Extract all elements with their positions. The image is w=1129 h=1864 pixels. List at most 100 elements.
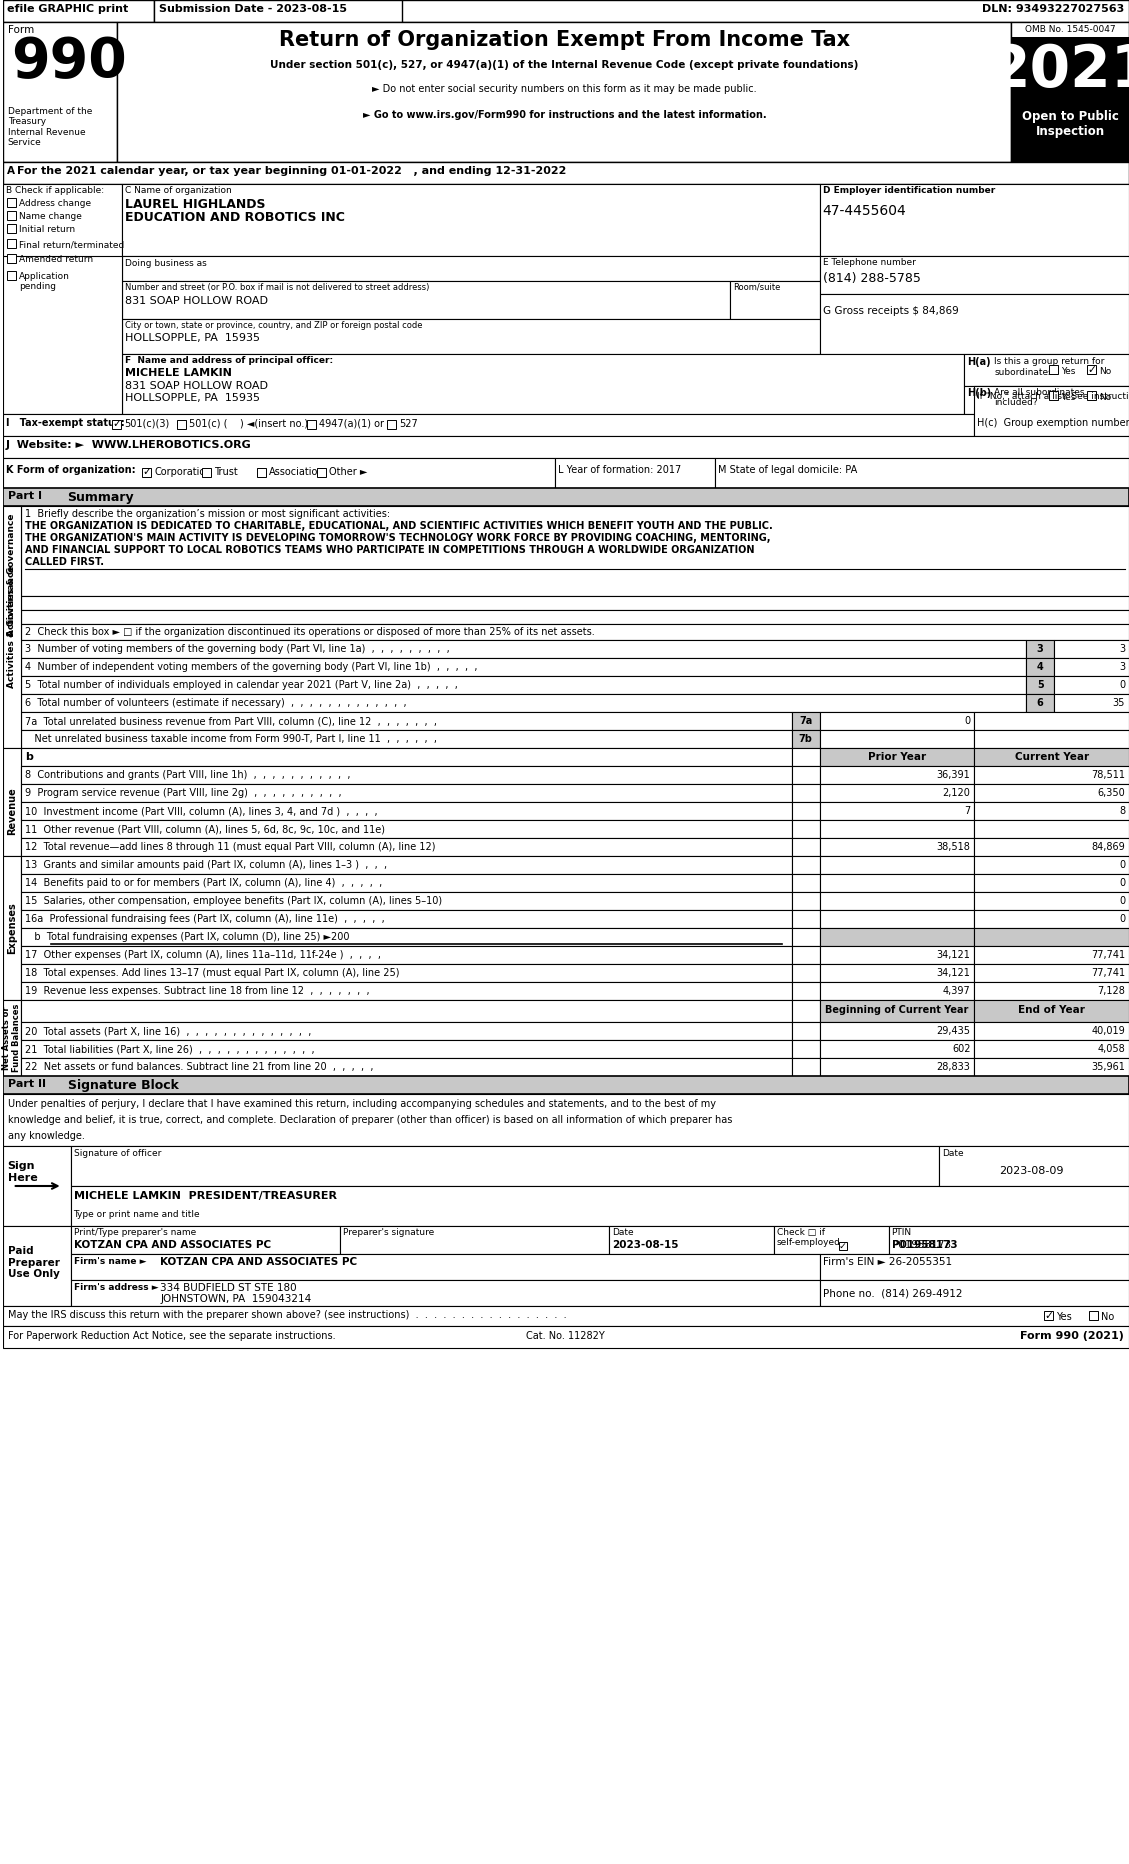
Text: Net Assets or
Fund Balances: Net Assets or Fund Balances bbox=[2, 1005, 21, 1072]
Bar bbox=[820, 185, 1129, 255]
Text: EDUCATION AND ROBOTICS INC: EDUCATION AND ROBOTICS INC bbox=[125, 211, 345, 224]
Bar bbox=[974, 747, 1129, 766]
Text: Firm's EIN ► 26-2055351: Firm's EIN ► 26-2055351 bbox=[823, 1256, 952, 1268]
Text: 21  Total liabilities (Part X, line 26)  ,  ,  ,  ,  ,  ,  ,  ,  ,  ,  ,  ,  ,: 21 Total liabilities (Part X, line 26) ,… bbox=[25, 1044, 314, 1053]
Text: 3: 3 bbox=[1119, 662, 1124, 673]
Bar bbox=[2, 747, 20, 856]
Text: 3  Number of voting members of the governing body (Part VI, line 1a)  ,  ,  ,  ,: 3 Number of voting members of the govern… bbox=[25, 643, 449, 654]
Bar bbox=[974, 947, 1129, 964]
Bar bbox=[791, 964, 820, 982]
Text: Signature of officer: Signature of officer bbox=[73, 1148, 161, 1158]
Text: 7b: 7b bbox=[799, 734, 813, 744]
Bar bbox=[974, 1040, 1129, 1059]
Bar bbox=[1026, 658, 1054, 677]
Text: Name change: Name change bbox=[19, 212, 81, 222]
Text: 15  Salaries, other compensation, employee benefits (Part IX, column (A), lines : 15 Salaries, other compensation, employe… bbox=[25, 897, 441, 906]
Text: any knowledge.: any knowledge. bbox=[8, 1131, 85, 1141]
Bar bbox=[122, 281, 730, 319]
Text: 2021: 2021 bbox=[989, 43, 1129, 99]
Bar bbox=[7, 239, 16, 248]
Bar bbox=[117, 22, 1012, 162]
Text: Number and street (or P.O. box if mail is not delivered to street address): Number and street (or P.O. box if mail i… bbox=[125, 283, 430, 293]
Bar bbox=[202, 468, 211, 477]
Text: Current Year: Current Year bbox=[1015, 751, 1088, 762]
Text: Association: Association bbox=[269, 468, 325, 477]
Text: Paid
Preparer
Use Only: Paid Preparer Use Only bbox=[8, 1245, 60, 1279]
Bar bbox=[1054, 658, 1129, 677]
Bar bbox=[20, 928, 791, 947]
Text: Doing business as: Doing business as bbox=[125, 259, 208, 268]
Text: CALLED FIRST.: CALLED FIRST. bbox=[25, 557, 104, 567]
Text: May the IRS discuss this return with the preparer shown above? (see instructions: May the IRS discuss this return with the… bbox=[8, 1310, 567, 1320]
Text: 4,397: 4,397 bbox=[943, 986, 971, 995]
Bar bbox=[2, 488, 1129, 505]
Bar bbox=[70, 1281, 820, 1307]
Text: A: A bbox=[7, 166, 15, 175]
Text: I   Tax-exempt status:: I Tax-exempt status: bbox=[6, 418, 124, 429]
Bar bbox=[70, 1186, 1129, 1227]
Bar bbox=[2, 22, 117, 162]
Text: 35,961: 35,961 bbox=[1091, 1062, 1124, 1072]
Text: 990: 990 bbox=[10, 35, 126, 89]
Bar bbox=[2, 255, 122, 414]
Bar bbox=[155, 0, 402, 22]
Text: ✓: ✓ bbox=[1087, 365, 1096, 375]
Bar bbox=[791, 982, 820, 999]
Text: ► Go to www.irs.gov/Form990 for instructions and the latest information.: ► Go to www.irs.gov/Form990 for instruct… bbox=[362, 110, 767, 119]
Text: 3: 3 bbox=[1036, 643, 1043, 654]
Text: Firm's name ►: Firm's name ► bbox=[73, 1256, 146, 1266]
Text: Yes: Yes bbox=[1061, 393, 1076, 403]
Bar bbox=[20, 505, 1129, 596]
Text: 527: 527 bbox=[399, 419, 418, 429]
Text: 0: 0 bbox=[1119, 859, 1124, 870]
Bar bbox=[820, 947, 974, 964]
Text: 34,121: 34,121 bbox=[937, 967, 971, 979]
Text: B Check if applicable:: B Check if applicable: bbox=[6, 186, 104, 196]
Bar bbox=[7, 211, 16, 220]
Text: 77,741: 77,741 bbox=[1091, 967, 1124, 979]
Text: 2023-08-09: 2023-08-09 bbox=[999, 1167, 1064, 1176]
Text: Date: Date bbox=[943, 1148, 964, 1158]
Bar bbox=[70, 1254, 820, 1281]
Text: 1  Briefly describe the organization’s mission or most significant activities:: 1 Briefly describe the organization’s mi… bbox=[25, 509, 390, 518]
Text: M State of legal domicile: PA: M State of legal domicile: PA bbox=[718, 464, 857, 475]
Bar bbox=[791, 802, 820, 820]
Text: L Year of formation: 2017: L Year of formation: 2017 bbox=[559, 464, 682, 475]
Text: THE ORGANIZATION IS DEDICATED TO CHARITABLE, EDUCATIONAL, AND SCIENTIFIC ACTIVIT: THE ORGANIZATION IS DEDICATED TO CHARITA… bbox=[25, 522, 772, 531]
Text: Net unrelated business taxable income from Form 990-T, Part I, line 11  ,  ,  , : Net unrelated business taxable income fr… bbox=[25, 734, 437, 744]
Text: Signature Block: Signature Block bbox=[68, 1079, 178, 1092]
Text: Prior Year: Prior Year bbox=[868, 751, 926, 762]
Text: For Paperwork Reduction Act Notice, see the separate instructions.: For Paperwork Reduction Act Notice, see … bbox=[8, 1331, 335, 1340]
Bar bbox=[20, 910, 791, 928]
Text: Part II: Part II bbox=[8, 1079, 45, 1089]
Text: 9  Program service revenue (Part VIII, line 2g)  ,  ,  ,  ,  ,  ,  ,  ,  ,  ,: 9 Program service revenue (Part VIII, li… bbox=[25, 788, 341, 798]
Bar bbox=[2, 1227, 70, 1307]
Bar bbox=[1044, 1310, 1053, 1320]
Bar bbox=[20, 677, 1026, 693]
Bar bbox=[7, 270, 16, 280]
Bar bbox=[974, 785, 1129, 802]
Text: 2023-08-15: 2023-08-15 bbox=[612, 1240, 679, 1251]
Text: Firm's address ►: Firm's address ► bbox=[73, 1282, 158, 1292]
Text: Under penalties of perjury, I declare that I have examined this return, includin: Under penalties of perjury, I declare th… bbox=[8, 1100, 716, 1109]
Bar bbox=[20, 999, 791, 1021]
Text: D Employer identification number: D Employer identification number bbox=[823, 186, 995, 196]
Bar bbox=[122, 185, 820, 255]
Text: Form 990 (2021): Form 990 (2021) bbox=[1021, 1331, 1124, 1340]
Bar bbox=[820, 295, 1129, 354]
Bar bbox=[974, 928, 1129, 947]
Bar bbox=[820, 731, 974, 747]
Text: 20  Total assets (Part X, line 16)  ,  ,  ,  ,  ,  ,  ,  ,  ,  ,  ,  ,  ,  ,: 20 Total assets (Part X, line 16) , , , … bbox=[25, 1025, 312, 1036]
Text: 78,511: 78,511 bbox=[1091, 770, 1124, 779]
Text: 0: 0 bbox=[1119, 913, 1124, 925]
Text: Check □ if
self-employed: Check □ if self-employed bbox=[777, 1228, 841, 1247]
Bar bbox=[791, 874, 820, 893]
Text: THE ORGANIZATION'S MAIN ACTIVITY IS DEVELOPING TOMORROW'S TECHNOLOGY WORK FORCE : THE ORGANIZATION'S MAIN ACTIVITY IS DEVE… bbox=[25, 533, 770, 542]
Bar bbox=[820, 255, 1129, 295]
Bar bbox=[122, 354, 964, 414]
Bar bbox=[20, 785, 791, 802]
Bar bbox=[2, 1076, 1129, 1094]
Bar bbox=[820, 839, 974, 856]
Bar bbox=[387, 419, 396, 429]
Text: included?: included? bbox=[995, 399, 1038, 406]
